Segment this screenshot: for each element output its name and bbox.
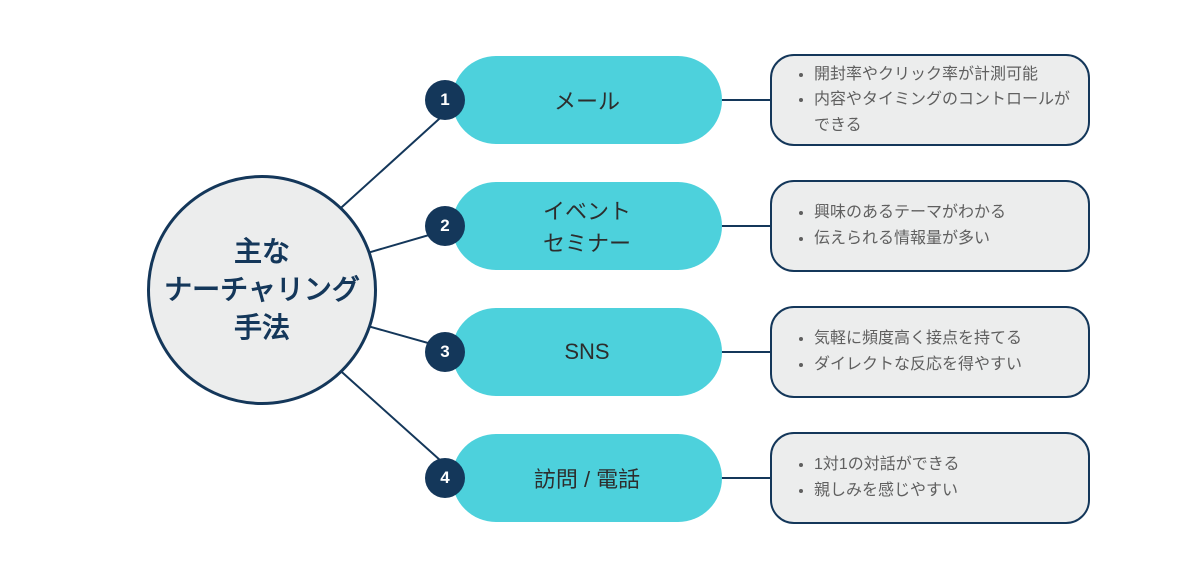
detail-box-4: 1対1の対話ができる 親しみを感じやすい [770,432,1090,524]
method-label-4: 訪問 / 電話 [534,462,640,494]
hub-circle: 主な ナーチャリング 手法 [147,175,377,405]
detail-list-4: 1対1の対話ができる 親しみを感じやすい [800,452,1070,503]
detail-item: 開封率やクリック率が計測可能 [814,62,1070,88]
method-pill-4: 訪問 / 電話 [452,434,722,522]
method-pill-2: イベント セミナー [452,182,722,270]
method-number-2: 2 [440,216,449,236]
detail-list-1: 開封率やクリック率が計測可能 内容やタイミングのコントロールができる [800,62,1070,139]
method-badge-3: 3 [425,332,465,372]
diagram-canvas: 主な ナーチャリング 手法 メール 1 開封率やクリック率が計測可能 内容やタイ… [0,0,1200,580]
detail-box-2: 興味のあるテーマがわかる 伝えられる情報量が多い [770,180,1090,272]
method-pill-3: SNS [452,308,722,396]
detail-box-1: 開封率やクリック率が計測可能 内容やタイミングのコントロールができる [770,54,1090,146]
detail-item: 興味のあるテーマがわかる [814,200,1070,226]
detail-item: 内容やタイミングのコントロールができる [814,87,1070,138]
method-badge-2: 2 [425,206,465,246]
method-label-3: SNS [564,339,609,365]
detail-item: 親しみを感じやすい [814,478,1070,504]
method-label-1: メール [554,84,620,116]
method-badge-4: 4 [425,458,465,498]
method-pill-1: メール [452,56,722,144]
detail-box-3: 気軽に頻度高く接点を持てる ダイレクトな反応を得やすい [770,306,1090,398]
detail-item: ダイレクトな反応を得やすい [814,352,1070,378]
detail-item: 伝えられる情報量が多い [814,226,1070,252]
detail-item: 気軽に頻度高く接点を持てる [814,326,1070,352]
hub-title: 主な ナーチャリング 手法 [164,233,360,346]
detail-list-2: 興味のあるテーマがわかる 伝えられる情報量が多い [800,200,1070,251]
method-number-3: 3 [440,342,449,362]
method-number-1: 1 [440,90,449,110]
method-badge-1: 1 [425,80,465,120]
detail-list-3: 気軽に頻度高く接点を持てる ダイレクトな反応を得やすい [800,326,1070,377]
detail-item: 1対1の対話ができる [814,452,1070,478]
method-number-4: 4 [440,468,449,488]
method-label-2: イベント セミナー [543,194,631,258]
